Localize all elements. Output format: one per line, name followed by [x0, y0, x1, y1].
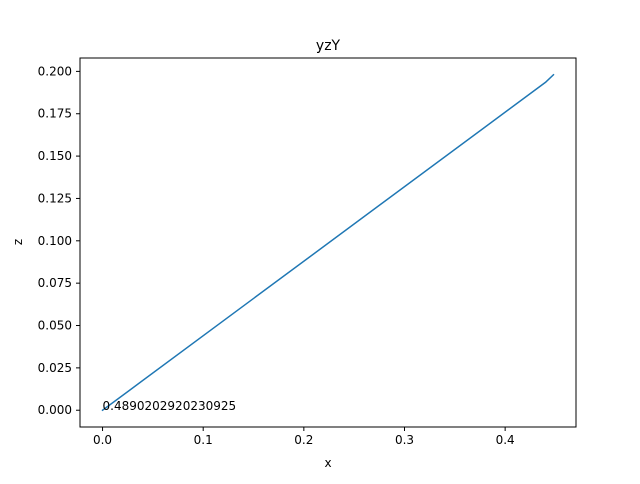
axes-frame: [79, 57, 577, 428]
x-tick-label: 0.0: [93, 433, 112, 447]
y-tick-label: 0.200: [38, 64, 72, 78]
x-tick-label: 0.4: [496, 433, 515, 447]
x-axis-label: x: [324, 456, 331, 470]
plot-layer: 0.4890202920230925: [101, 73, 555, 413]
series-line: [101, 73, 555, 412]
x-tick-label: 0.3: [395, 433, 414, 447]
y-axis-label: z: [11, 239, 25, 245]
chart-title: yzY: [316, 38, 341, 54]
y-tick-label: 0.150: [38, 149, 72, 163]
x-tick-label: 0.1: [194, 433, 213, 447]
y-axis-ticks: 0.000 0.025 0.050 0.075 0.100 0.125 0.150 0.175…: [38, 64, 80, 417]
y-tick-label: 0.100: [38, 234, 72, 248]
y-tick-label: 0.000: [38, 403, 72, 417]
x-axis-ticks: 0.0 0.1 0.2 0.3 0.4: [93, 427, 515, 447]
y-tick-label: 0.075: [38, 276, 72, 290]
y-tick-label: 0.125: [38, 191, 72, 205]
y-tick-label: 0.025: [38, 361, 72, 375]
y-tick-label: 0.050: [38, 319, 72, 333]
x-tick-label: 0.2: [294, 433, 313, 447]
data-annotation: 0.4890202920230925: [103, 399, 237, 413]
y-tick-label: 0.175: [38, 107, 72, 121]
